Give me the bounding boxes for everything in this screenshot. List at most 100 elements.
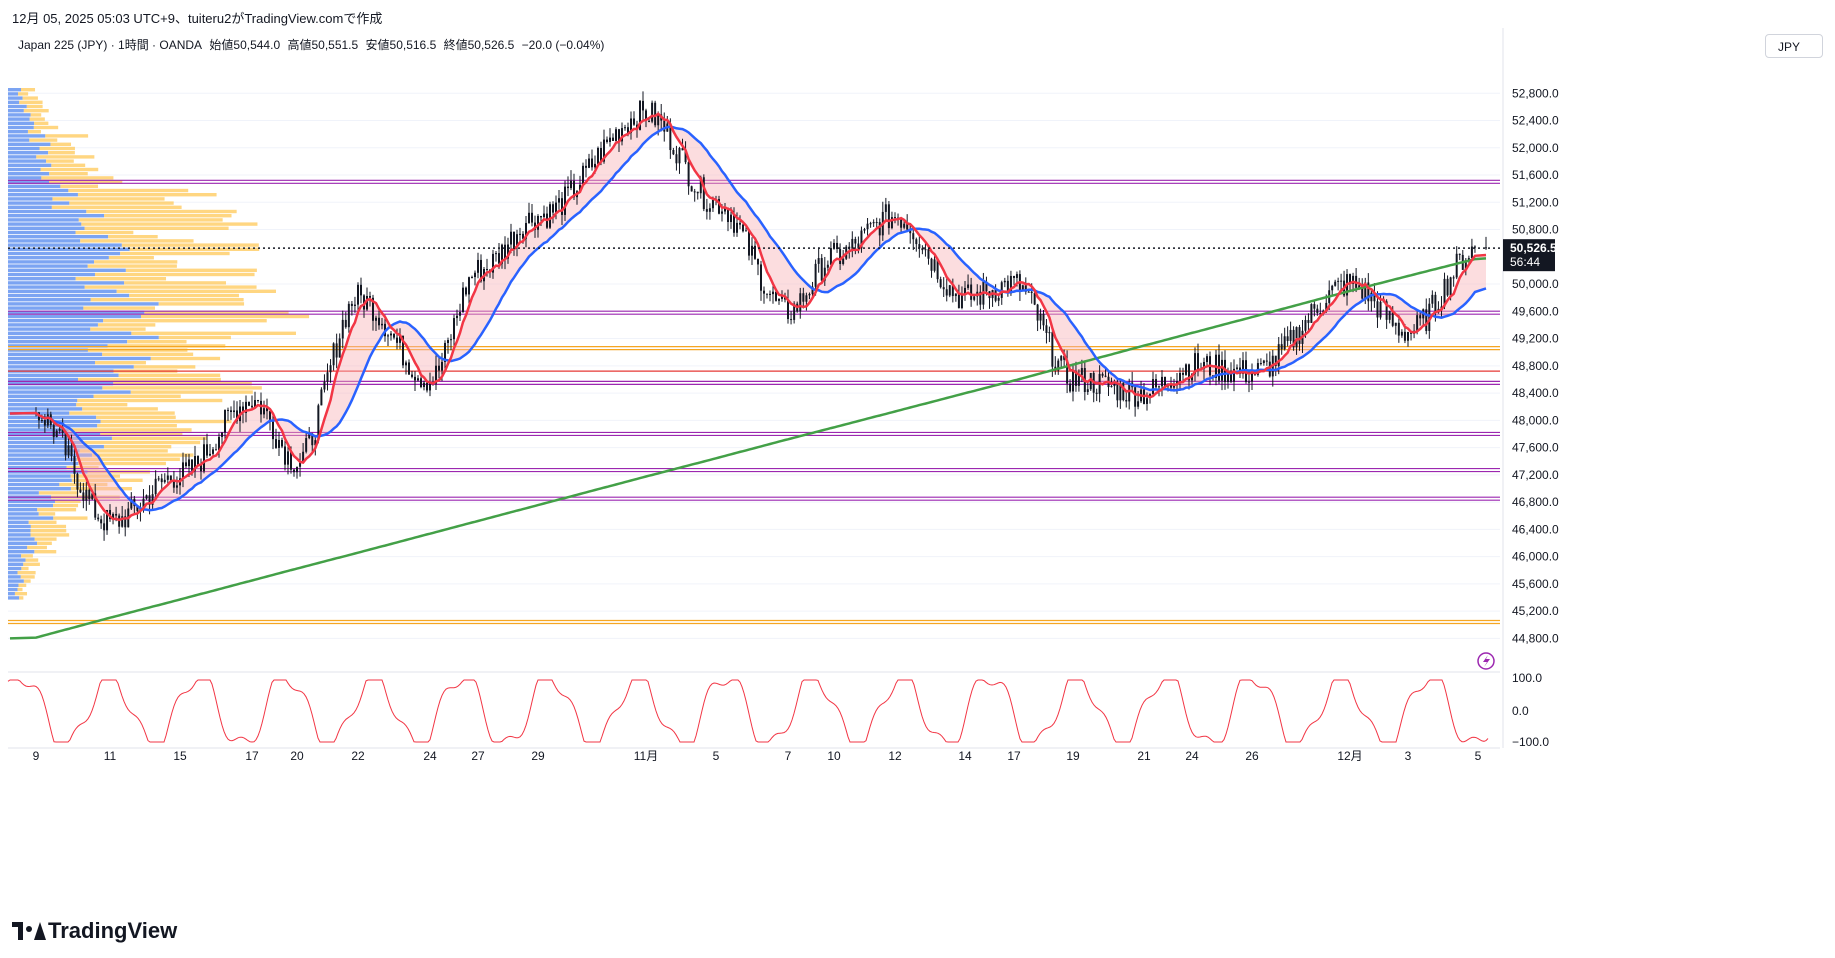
candle-body [742, 224, 744, 232]
price-axis[interactable]: 52,800.0 52,400.0 52,000.0 51,600.0 51,200.0… [1502, 28, 1559, 749]
candle-body [939, 279, 942, 288]
candle-body [203, 444, 205, 472]
candle-body [115, 513, 118, 516]
candle-body [450, 339, 452, 341]
volume-profile-up-bar [8, 537, 35, 541]
candle-body [154, 478, 157, 495]
candle-body [799, 293, 802, 312]
candle-body [681, 148, 684, 151]
time-axis[interactable]: 9 11 15 17 20 22 24 27 29 11月 5 7 10 12 14 17 19 21 24 26 12… [8, 747, 1500, 763]
volume-profile-down-bar [21, 88, 36, 92]
tradingview-logo[interactable]: TradingView [12, 918, 177, 944]
volume-profile-up-bar [8, 155, 37, 159]
candle-body [40, 419, 43, 421]
candle-body [1134, 387, 1137, 407]
time-tick-label: 22 [351, 749, 365, 763]
candle-body [381, 323, 383, 326]
oscillator-tick-label: −100.0 [1512, 735, 1549, 749]
candle-body [124, 516, 127, 528]
volume-profile-up-bar [8, 310, 145, 314]
volume-profile-up-bar [8, 583, 19, 587]
volume-profile-down-bar [18, 583, 27, 587]
candle-body [411, 374, 413, 377]
candle-body [1452, 277, 1455, 279]
candle-body [335, 343, 338, 358]
candle-body [73, 456, 76, 474]
volume-profile-up-bar [8, 516, 54, 520]
volume-profile-down-bar [19, 100, 43, 104]
currency-button[interactable]: JPY [1765, 34, 1823, 58]
volume-profile-up-bar [8, 373, 119, 377]
time-tick-label: 7 [785, 749, 792, 763]
candle-body [684, 150, 687, 163]
candle-body [718, 199, 720, 214]
oscillator-line [7, 679, 1489, 743]
candle-body [808, 293, 811, 296]
volume-profile-up-bar [8, 457, 77, 461]
volume-profile-down-bar [19, 596, 24, 600]
candle-body [197, 456, 199, 465]
volume-profile-down-bar [92, 453, 194, 457]
candle-body [462, 287, 464, 313]
candle-body [890, 217, 893, 229]
candle-body [1119, 382, 1122, 401]
candle-body [169, 475, 172, 481]
volume-profile-up-bar [8, 113, 31, 117]
candle-body [1227, 372, 1229, 383]
candle-body [1298, 327, 1301, 344]
candle-body [311, 433, 314, 446]
candle-body [1352, 275, 1355, 284]
volume-profile-up-bar [8, 134, 46, 138]
volume-profile-down-bar [37, 508, 77, 512]
volume-profile-up-bar [8, 214, 105, 218]
volume-profile-up-bar [8, 285, 85, 289]
volume-profile-down-bar [68, 188, 189, 193]
candle-body [516, 234, 518, 248]
candle-body [951, 285, 954, 297]
candle-body [1242, 360, 1244, 374]
volume-profile-down-bar [140, 314, 310, 319]
volume-profile-up-bar [8, 356, 151, 361]
candle-body [766, 293, 768, 295]
candle-body [561, 198, 563, 215]
volume-profile-up-bar [8, 335, 159, 340]
volume-profile-up-bar [8, 344, 108, 348]
candle-body [1146, 398, 1148, 404]
fast-ma-line [9, 112, 1487, 522]
candle-body [166, 475, 169, 480]
time-tick-label: 26 [1245, 749, 1259, 763]
candle-body [1419, 315, 1422, 319]
candle-body [106, 509, 109, 531]
volume-profile-up-bar [8, 109, 24, 113]
time-tick-label: 17 [245, 749, 259, 763]
candle-body [618, 129, 620, 142]
symbol-name[interactable]: Japan 225 (JPY) · 1時間 · OANDA [18, 38, 203, 52]
volume-profile-up-bar [8, 382, 114, 386]
volume-profile-down-bar [41, 176, 114, 180]
candle-body [645, 110, 647, 121]
volume-profile-down-bar [17, 587, 23, 592]
candle-body [323, 381, 326, 390]
candle-body [1024, 285, 1027, 292]
candle-body [465, 287, 467, 295]
volume-profile-up-bar [8, 394, 94, 398]
volume-profile-up-bar [8, 386, 103, 390]
candle-body [954, 293, 957, 297]
candle-body [212, 449, 214, 454]
volume-profile-down-bar [30, 524, 67, 529]
volume-profile-down-bar [94, 361, 146, 365]
volume-profile-down-bar [49, 172, 88, 176]
candle-body [736, 222, 738, 233]
candle-body [94, 493, 97, 518]
candle-body [872, 222, 875, 224]
candle-body [1161, 376, 1163, 387]
volume-profile-up-bar [8, 100, 20, 104]
volume-profile-up-bar [8, 176, 42, 180]
candle-body [130, 498, 133, 509]
volume-profile-down-bar [102, 386, 262, 390]
candle-body [960, 294, 963, 308]
candle-body [1464, 260, 1467, 270]
candle-body [471, 277, 473, 279]
candle-body [347, 303, 350, 328]
